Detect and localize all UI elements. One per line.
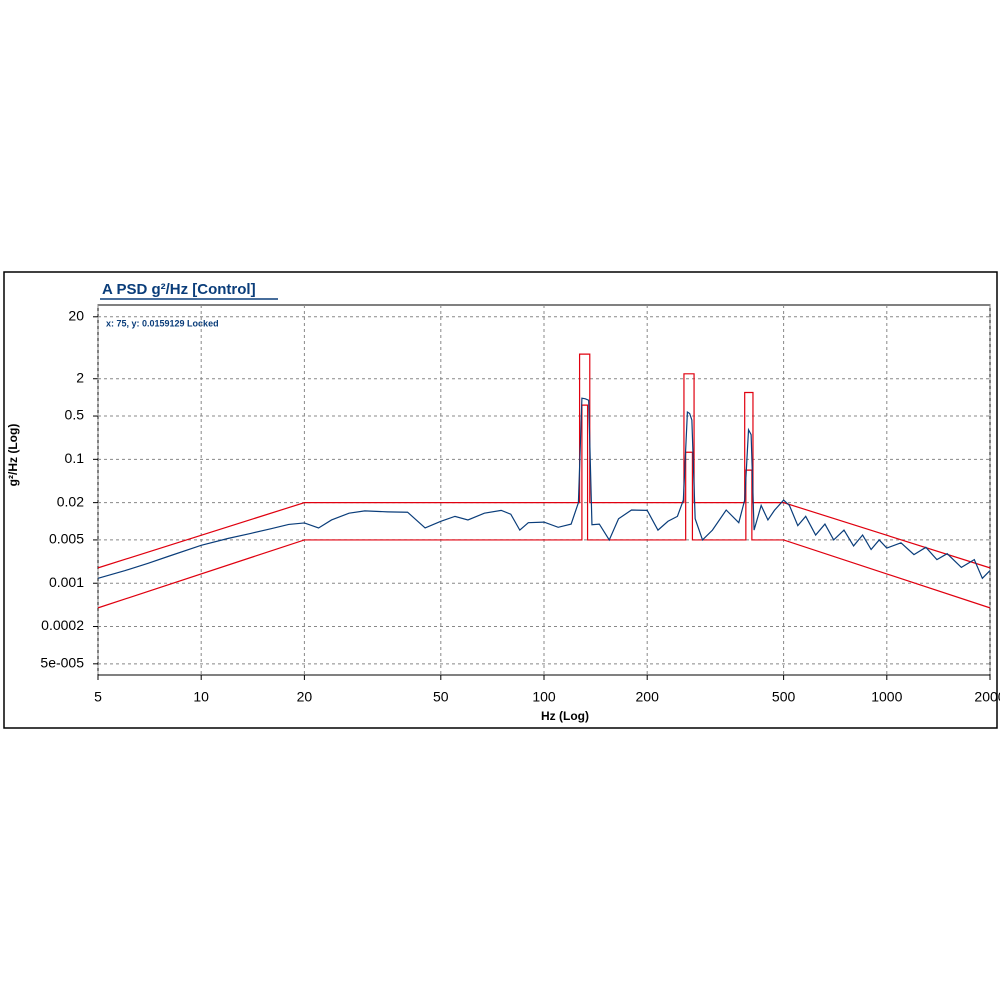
x-tick-label: 500 <box>772 689 796 705</box>
y-axis-label: g²/Hz (Log) <box>6 424 20 487</box>
x-tick-label: 200 <box>636 689 660 705</box>
x-tick-label: 100 <box>532 689 556 705</box>
frame <box>3 271 998 729</box>
cursor-annotation: x: 75, y: 0.0159129 Locked <box>106 318 219 328</box>
x-tick-label: 10 <box>193 689 209 705</box>
chart-title: A PSD g²/Hz [Control] <box>102 281 256 298</box>
x-tick-label: 2000 <box>974 689 1000 705</box>
x-tick-label: 20 <box>297 689 313 705</box>
y-tick-label: 0.005 <box>49 531 84 547</box>
y-tick-label: 0.02 <box>57 493 84 509</box>
y-tick-label: 5e-005 <box>40 655 84 671</box>
y-tick-label: 0.001 <box>49 574 84 590</box>
x-tick-label: 5 <box>94 689 102 705</box>
y-tick-label: 0.0002 <box>41 617 84 633</box>
series-line <box>97 397 991 580</box>
y-tick-label: 20 <box>68 307 84 323</box>
series-line <box>97 404 991 609</box>
y-tick-label: 0.5 <box>65 407 85 423</box>
y-tick-label: 2 <box>76 369 84 385</box>
x-tick-label: 50 <box>433 689 449 705</box>
x-axis-label: Hz (Log) <box>541 709 589 723</box>
y-tick-label: 0.1 <box>65 450 85 466</box>
x-tick-label: 1000 <box>871 689 902 705</box>
series-line <box>97 353 991 569</box>
